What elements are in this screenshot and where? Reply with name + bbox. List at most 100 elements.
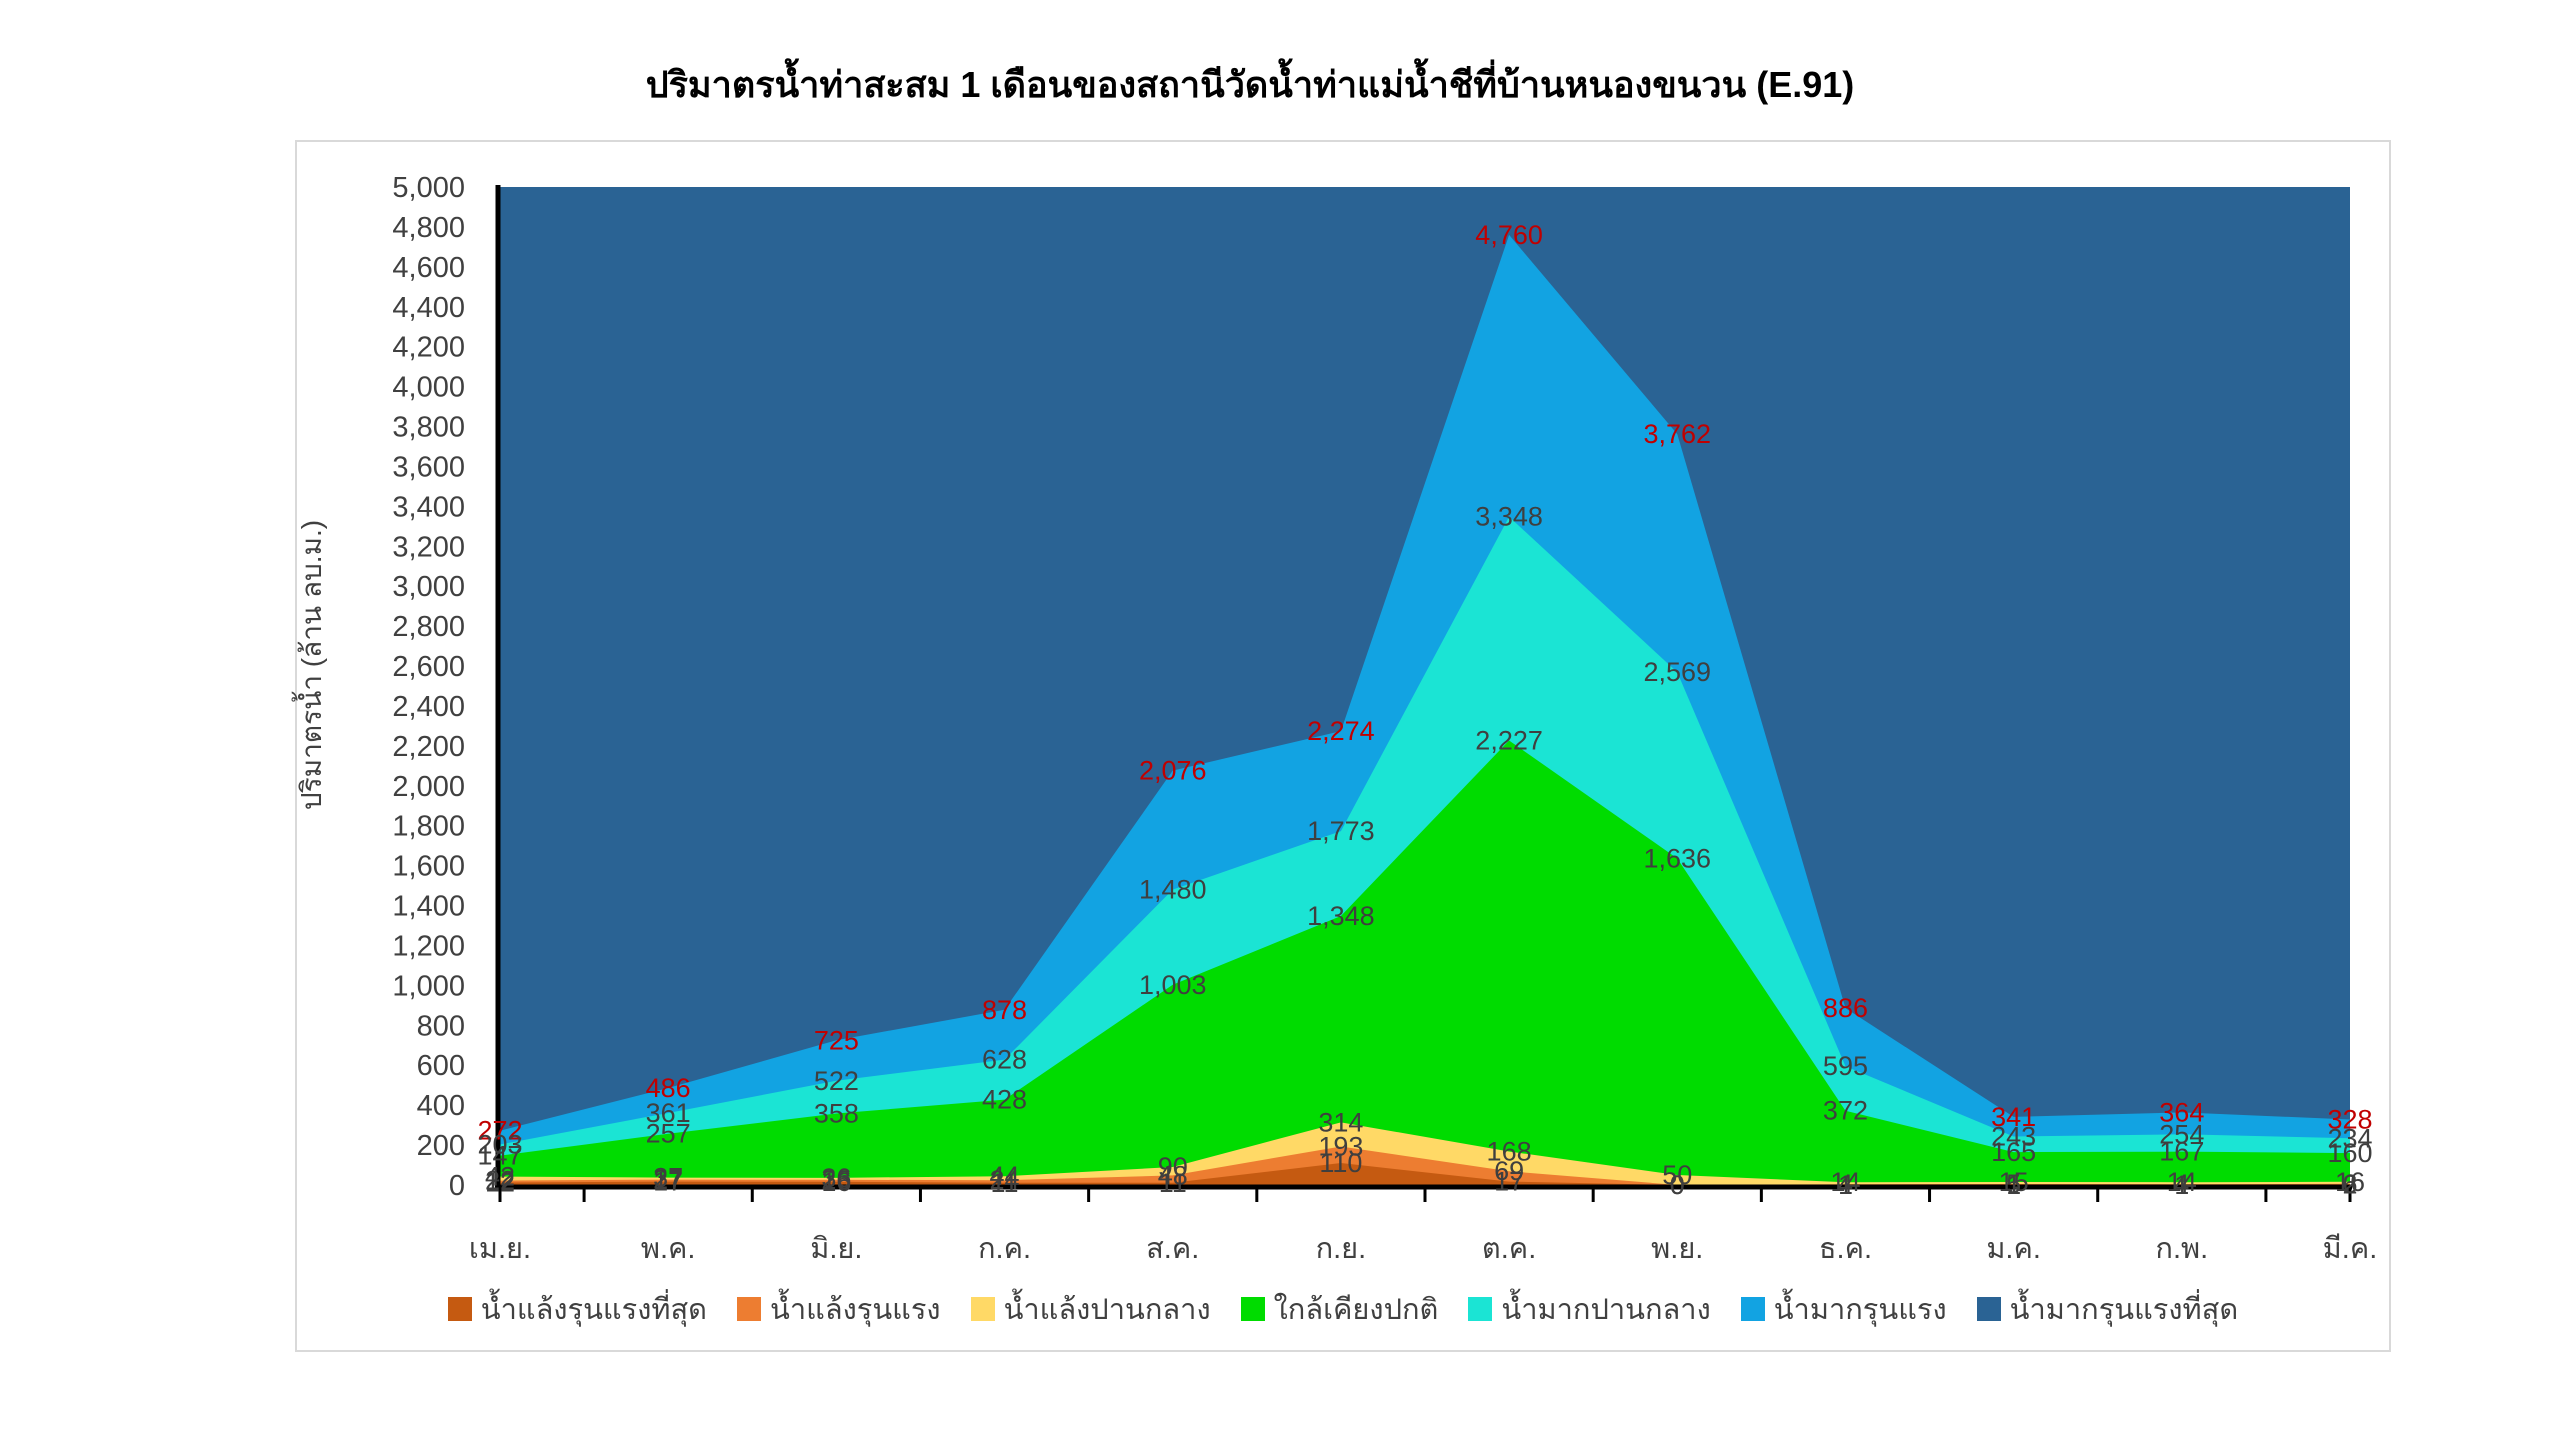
data-label-น้ำแล้งปานกลาง: 42	[485, 1162, 515, 1192]
data-label-น้ำมากรุนแรง: 328	[2327, 1105, 2372, 1135]
data-label-น้ำมากปานกลาง: 2,569	[1643, 657, 1711, 687]
page-title: ปริมาตรน้ำท่าสะสม 1 เดือนของสถานีวัดน้ำท…	[645, 64, 1855, 105]
data-label-น้ำแล้งรุนแรงที่สุด: 1	[1838, 1170, 1853, 1200]
y-tick-label: 4,600	[392, 252, 465, 284]
data-label-น้ำแล้งรุนแรงที่สุด: 16	[821, 1167, 851, 1197]
legend-label: น้ำมากปานกลาง	[1501, 1294, 1711, 1326]
data-label-น้ำมากปานกลาง: 1,773	[1307, 816, 1375, 846]
data-label-ใกล้เคียงปกติ: 1,348	[1307, 901, 1375, 931]
legend-item-6: น้ำมากรุนแรง	[1740, 1286, 1947, 1332]
data-label-น้ำมากปานกลาง: 361	[646, 1098, 691, 1128]
data-label-ใกล้เคียงปกติ: 372	[1823, 1096, 1868, 1126]
band-น้ำแล้งปานกลาง	[500, 1122, 2350, 1185]
data-label-น้ำแล้งรุนแรง: 5	[2006, 1169, 2021, 1199]
x-tick-label: ส.ค.	[1146, 1233, 1199, 1265]
y-tick-label: 3,800	[392, 412, 465, 444]
x-tick-label: ธ.ค.	[1819, 1233, 1872, 1265]
data-label-ใกล้เคียงปกติ: 257	[646, 1119, 691, 1149]
data-label-น้ำแล้งปานกลาง: 90	[1158, 1152, 1188, 1182]
y-tick-label: 1,200	[392, 930, 465, 962]
legend-item-5: น้ำมากปานกลาง	[1468, 1286, 1711, 1332]
data-label-น้ำมากปานกลาง: 254	[2159, 1119, 2204, 1149]
data-label-น้ำแล้งรุนแรง: 27	[653, 1165, 683, 1195]
data-label-น้ำมากรุนแรง: 341	[1991, 1102, 2036, 1132]
legend-swatch	[737, 1297, 762, 1321]
y-tick-label: 4,800	[392, 212, 465, 244]
data-label-น้ำแล้งรุนแรงที่สุด: 110	[1319, 1148, 1362, 1178]
x-tick-label: พ.ย.	[1651, 1233, 1703, 1265]
data-label-น้ำแล้งรุนแรง: 69	[1494, 1156, 1524, 1186]
y-tick-label: 3,200	[392, 531, 465, 563]
legend-item-3: น้ำแล้งปานกลาง	[970, 1286, 1211, 1332]
legend-swatch	[447, 1297, 472, 1321]
y-tick-label: 2,000	[392, 771, 465, 803]
data-label-ใกล้เคียงปกติ: 1,636	[1643, 843, 1711, 873]
data-label-น้ำแล้งรุนแรงที่สุด: 0	[1670, 1170, 1685, 1200]
legend-label: น้ำแล้งปานกลาง	[1003, 1294, 1211, 1326]
data-label-น้ำแล้งปานกลาง: 50	[1662, 1160, 1692, 1190]
y-tick-label: 2,400	[392, 691, 465, 723]
band-น้ำแล้งรุนแรง	[500, 1146, 2350, 1185]
x-tick-label: ต.ค.	[1482, 1233, 1536, 1265]
legend-swatch	[970, 1297, 995, 1321]
y-tick-label: 4,400	[392, 292, 465, 324]
data-label-น้ำแล้งรุนแรง: 48	[1158, 1160, 1188, 1190]
data-label-ใกล้เคียงปกติ: 1,003	[1139, 970, 1207, 1000]
y-tick-label: 800	[417, 1010, 465, 1042]
y-tick-label: 600	[417, 1050, 465, 1082]
data-label-น้ำมากรุนแรง: 2,274	[1307, 716, 1375, 746]
legend-item-1: น้ำแล้งรุนแรงที่สุด	[447, 1286, 707, 1332]
data-label-น้ำแล้งรุนแรงที่สุด: 1	[2006, 1170, 2021, 1200]
data-label-ใกล้เคียงปกติ: 428	[982, 1085, 1027, 1115]
data-label-น้ำแล้งปานกลาง: 15	[1999, 1167, 2029, 1197]
data-label-น้ำมากรุนแรง: 272	[477, 1116, 522, 1146]
data-label-ใกล้เคียงปกติ: 167	[2159, 1137, 2204, 1167]
data-label-น้ำแล้งปานกลาง: 37	[653, 1163, 683, 1193]
data-label-น้ำแล้งรุนแรงที่สุด: 11	[991, 1168, 1019, 1198]
y-tick-label: 2,200	[392, 731, 465, 763]
data-label-น้ำแล้งรุนแรงที่สุด: 11	[1159, 1168, 1187, 1198]
y-axis-title: ปริมาตรน้ำ (ล้าน ลบ.ม.)	[296, 519, 327, 811]
chart-legend: น้ำแล้งรุนแรงที่สุด น้ำแล้งรุนแรง น้ำแล้งป…	[297, 1286, 2389, 1332]
legend-label: น้ำแล้งรุนแรง	[770, 1294, 941, 1326]
legend-swatch	[1976, 1297, 2001, 1321]
data-label-น้ำมากรุนแรง: 3,762	[1643, 419, 1711, 449]
data-label-น้ำแล้งรุนแรง: 193	[1318, 1131, 1363, 1161]
data-label-น้ำแล้งรุนแรง: 4	[2174, 1169, 2189, 1199]
data-label-น้ำแล้งรุนแรง: 4	[1838, 1169, 1853, 1199]
data-label-น้ำมากรุนแรง: 486	[646, 1073, 691, 1103]
x-tick-label: เม.ย.	[469, 1233, 531, 1265]
data-label-น้ำมากปานกลาง: 628	[982, 1045, 1027, 1075]
legend-swatch	[1468, 1297, 1493, 1321]
data-label-น้ำแล้งรุนแรง: 26	[821, 1165, 851, 1195]
x-tick-label: ก.พ.	[2155, 1233, 2208, 1265]
band-น้ำแล้งรุนแรงที่สุด	[500, 1163, 2350, 1185]
legend-item-2: น้ำแล้งรุนแรง	[737, 1286, 941, 1332]
y-tick-label: 1,800	[392, 811, 465, 843]
y-tick-label: 2,600	[392, 651, 465, 683]
data-label-น้ำแล้งรุนแรงที่สุด: 17	[1494, 1167, 1524, 1197]
data-label-น้ำมากปานกลาง: 595	[1823, 1051, 1868, 1081]
data-label-น้ำแล้งรุนแรงที่สุด: 2	[2342, 1170, 2357, 1200]
y-tick-label: 1,600	[392, 851, 465, 883]
y-tick-label: 4,200	[392, 332, 465, 364]
data-label-น้ำมากปานกลาง: 234	[2327, 1123, 2372, 1153]
data-label-น้ำแล้งรุนแรง: 22	[485, 1166, 515, 1196]
data-label-น้ำมากรุนแรง: 878	[982, 995, 1027, 1025]
y-tick-label: 3,600	[392, 451, 465, 483]
x-tick-label: ก.ย.	[1316, 1233, 1367, 1265]
y-tick-label: 200	[417, 1130, 465, 1162]
data-label-น้ำแล้งปานกลาง: 36	[821, 1163, 851, 1193]
y-tick-label: 400	[417, 1090, 465, 1122]
data-label-น้ำแล้งรุนแรง: 24	[990, 1165, 1020, 1195]
data-label-น้ำมากรุนแรง: 725	[814, 1025, 859, 1055]
y-tick-label: 2,800	[392, 611, 465, 643]
data-label-น้ำมากรุนแรง: 4,760	[1475, 220, 1543, 250]
x-tick-label: พ.ค.	[641, 1233, 696, 1265]
data-label-น้ำมากปานกลาง: 1,480	[1139, 875, 1207, 905]
data-label-ใกล้เคียงปกติ: 160	[2327, 1138, 2372, 1168]
data-label-น้ำแล้งรุนแรงที่สุด: 17	[653, 1167, 683, 1197]
legend-label: น้ำมากรุนแรง	[1773, 1294, 1947, 1326]
y-tick-label: 1,400	[392, 891, 465, 923]
